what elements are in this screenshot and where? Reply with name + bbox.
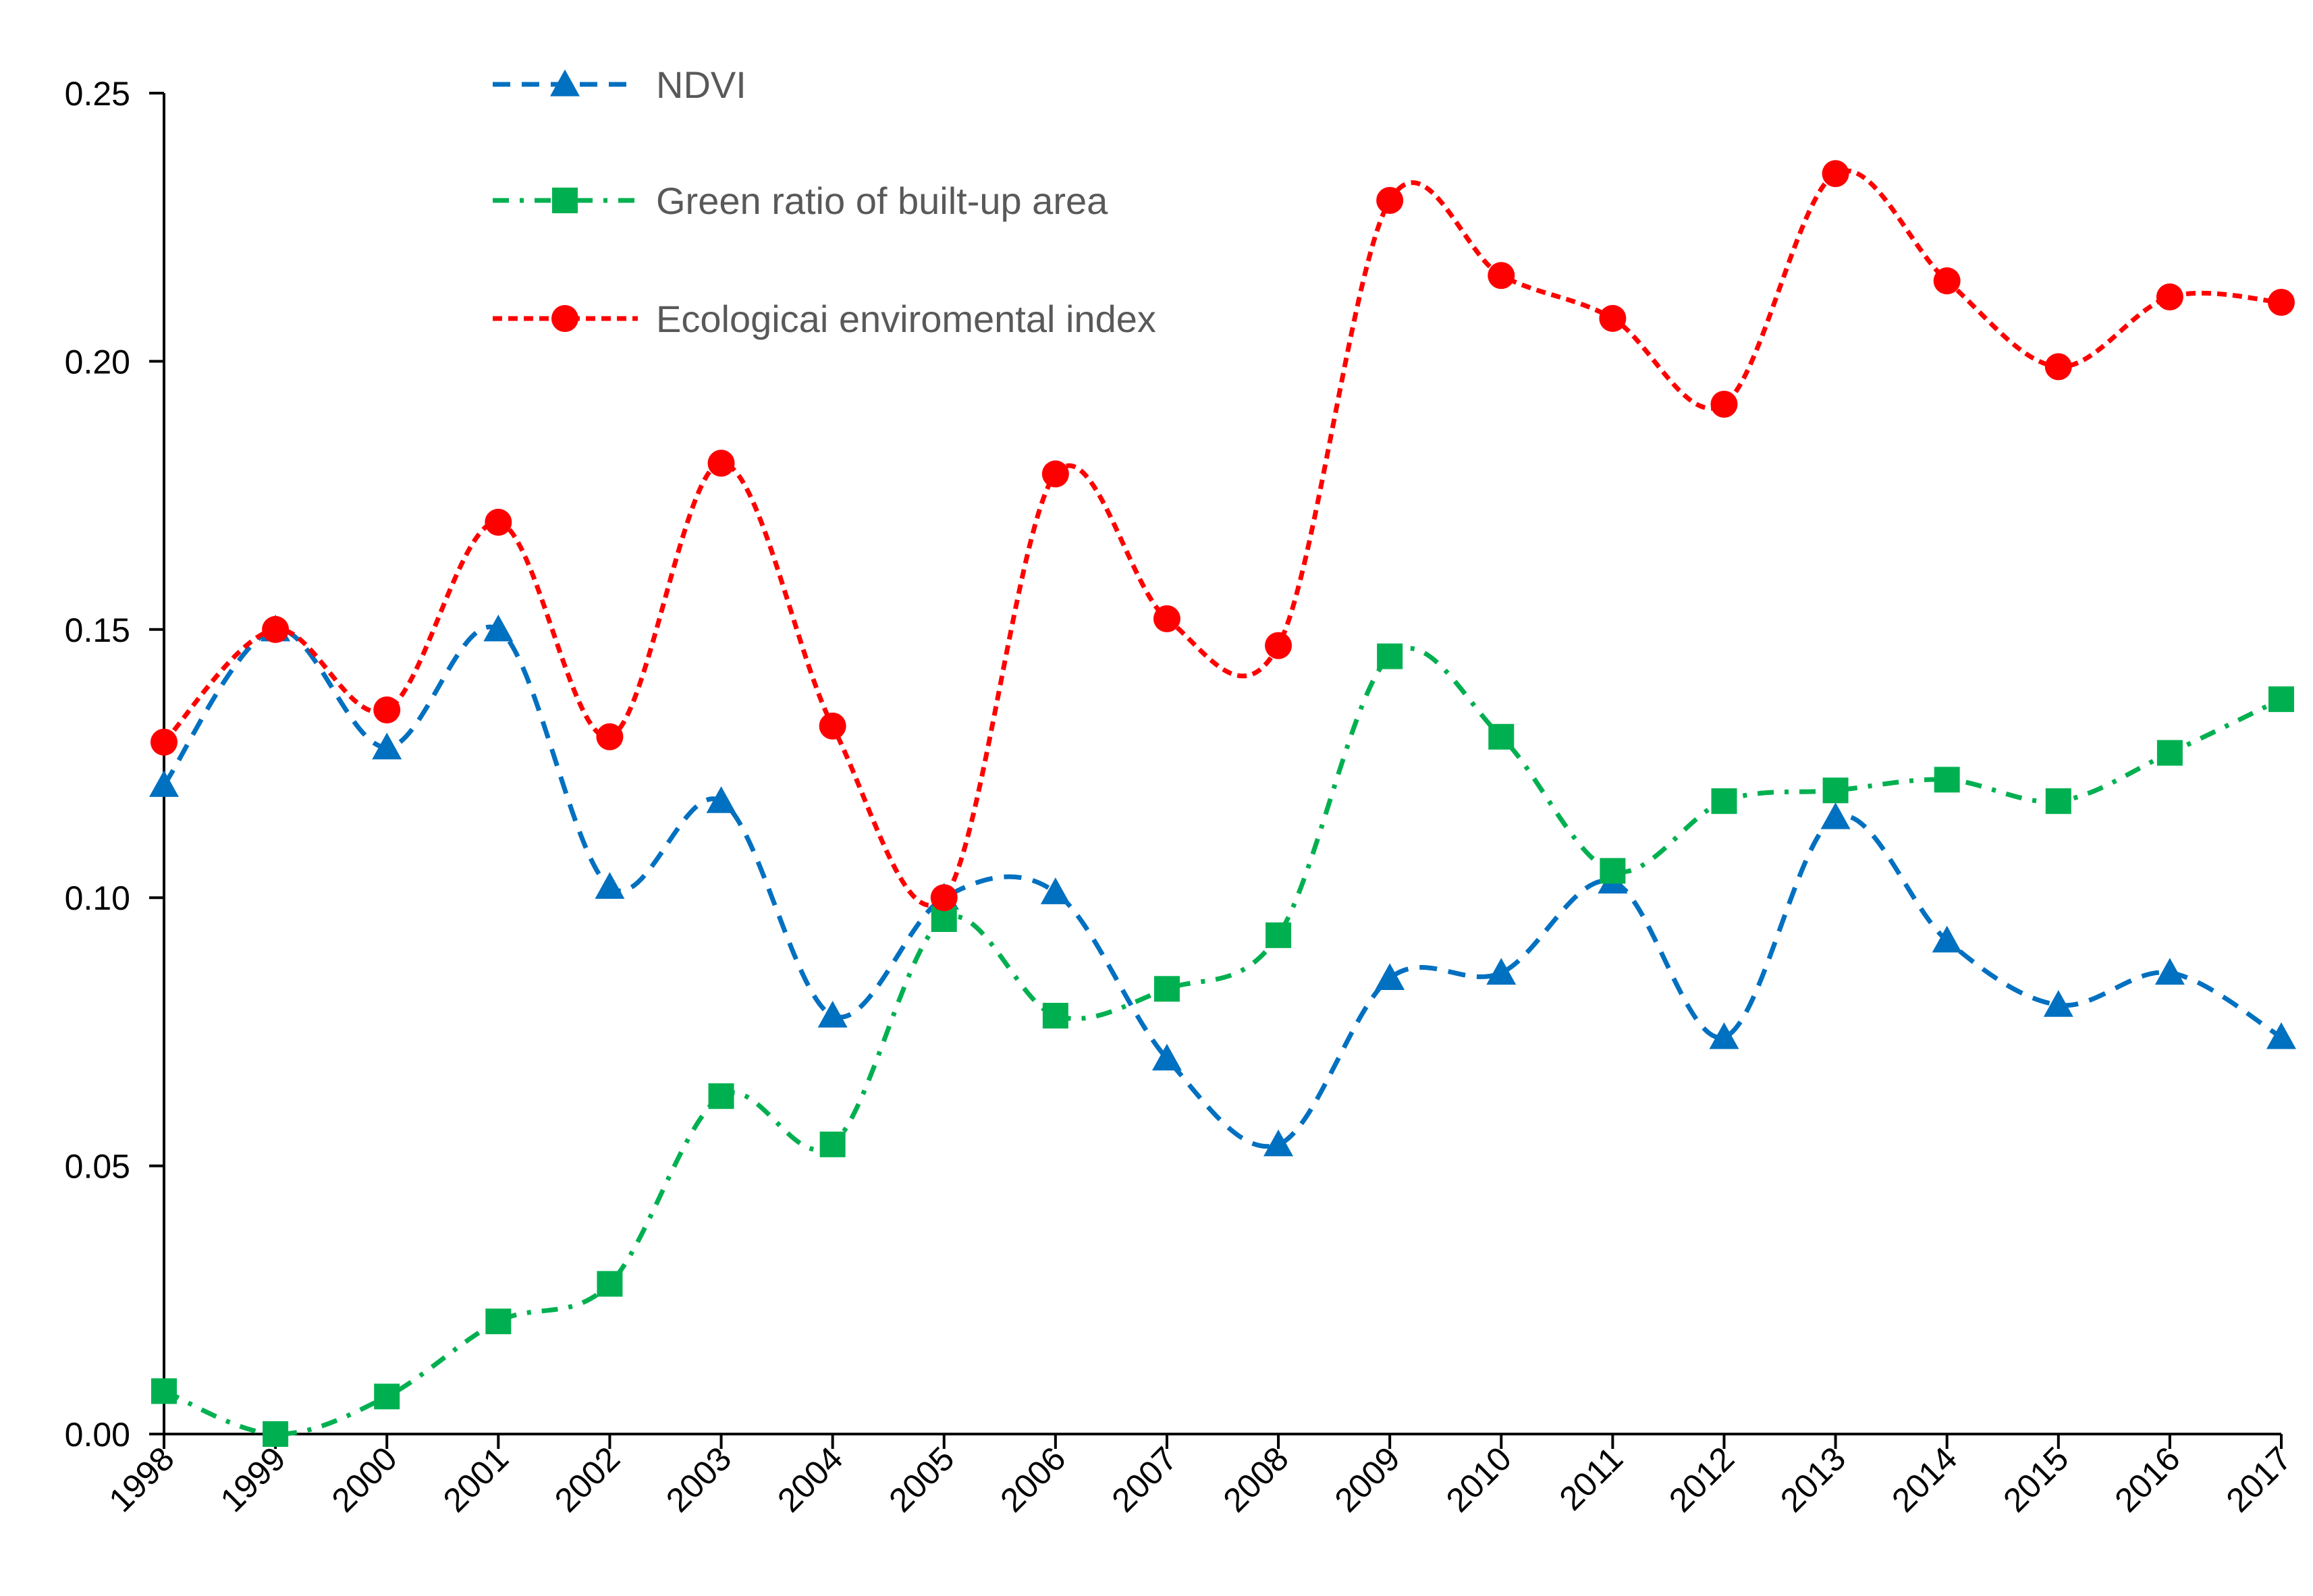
data-point-green-ratio-of-built-up-area [2268, 686, 2294, 713]
data-point-ndvi [1040, 877, 1070, 904]
y-tick-label: 0.00 [65, 1416, 130, 1454]
data-point-ndvi [483, 614, 514, 642]
x-tick-label: 2013 [1773, 1439, 1853, 1519]
data-point-green-ratio-of-built-up-area [1934, 767, 1960, 793]
data-point-ndvi [2266, 1022, 2296, 1049]
x-tick-label: 2000 [325, 1439, 404, 1519]
data-point-ndvi [2043, 990, 2073, 1017]
data-point-ecologicai-enviromental-index [1710, 390, 1738, 418]
x-tick-label: 2014 [1884, 1439, 1964, 1519]
data-point-ndvi [1375, 963, 1405, 991]
data-point-ecologicai-enviromental-index [596, 723, 624, 750]
data-point-ecologicai-enviromental-index [262, 615, 290, 643]
y-tick-label: 0.05 [65, 1148, 130, 1186]
data-point-ndvi [1486, 958, 1517, 985]
data-point-ecologicai-enviromental-index [151, 728, 178, 756]
data-point-ndvi [1820, 802, 1851, 829]
x-tick-label: 2017 [2219, 1439, 2299, 1519]
data-point-green-ratio-of-built-up-area [485, 1309, 512, 1335]
x-tick-label: 2010 [1439, 1439, 1519, 1519]
series-markers [149, 160, 2296, 1447]
data-point-ecologicai-enviromental-index [1488, 262, 1515, 290]
data-point-ecologicai-enviromental-index [1153, 605, 1180, 632]
data-point-ecologicai-enviromental-index [2268, 288, 2295, 316]
x-tick-label: 1999 [213, 1439, 293, 1519]
x-tick-label: 2002 [547, 1439, 627, 1519]
x-tick-label: 2012 [1662, 1439, 1741, 1519]
data-point-ndvi [2154, 958, 2185, 985]
x-tick-label: 2005 [881, 1439, 961, 1519]
x-tick-label: 2003 [659, 1439, 738, 1519]
data-point-ndvi [706, 786, 736, 813]
data-point-ecologicai-enviromental-index [2156, 283, 2183, 311]
legend-label-ecologicai-enviromental-index: Ecologicai enviromental index [656, 298, 1156, 340]
x-tick-label: 2015 [1996, 1439, 2075, 1519]
data-point-ecologicai-enviromental-index [1265, 632, 1292, 659]
legend-label-green-ratio-of-built-up-area: Green ratio of built-up area [656, 180, 1108, 222]
data-point-ndvi [1932, 925, 1962, 953]
data-point-green-ratio-of-built-up-area [1822, 777, 1849, 804]
x-tick-label: 2009 [1328, 1439, 1407, 1519]
data-point-ndvi [372, 732, 402, 760]
data-point-ecologicai-enviromental-index [1376, 186, 1404, 214]
data-point-ndvi [149, 770, 179, 797]
data-point-green-ratio-of-built-up-area [1153, 976, 1180, 1002]
y-tick-label: 0.25 [65, 75, 130, 113]
data-point-green-ratio-of-built-up-area [151, 1378, 177, 1404]
series-lines [162, 168, 2283, 1437]
data-point-ecologicai-enviromental-index [485, 508, 512, 536]
data-point-green-ratio-of-built-up-area [1377, 643, 1403, 669]
data-point-ecologicai-enviromental-index [2044, 353, 2072, 381]
data-point-ecologicai-enviromental-index [819, 712, 846, 740]
data-point-ecologicai-enviromental-index [1599, 304, 1627, 332]
y-tick-label: 0.15 [65, 611, 130, 649]
x-tick-label: 2016 [2107, 1439, 2187, 1519]
data-point-green-ratio-of-built-up-area [1266, 922, 1292, 948]
data-point-green-ratio-of-built-up-area [597, 1271, 623, 1297]
legend-marker-ndvi [550, 70, 580, 97]
data-point-ecologicai-enviromental-index [373, 696, 401, 724]
data-point-green-ratio-of-built-up-area [819, 1131, 846, 1157]
y-tick-label: 0.20 [65, 343, 130, 381]
data-point-ecologicai-enviromental-index [1041, 460, 1069, 488]
data-point-green-ratio-of-built-up-area [708, 1083, 734, 1109]
data-point-ndvi [1709, 1022, 1739, 1049]
x-tick-label: 2007 [1104, 1439, 1184, 1519]
legend: NDVI Green ratio of built-up area Ecologic… [493, 63, 1156, 340]
data-point-ecologicai-enviromental-index [930, 884, 958, 912]
x-tick-label: 2006 [993, 1439, 1072, 1519]
legend-marker-ecologicai-enviromental-index [551, 305, 578, 332]
series-line-ndvi [162, 624, 2283, 1149]
data-point-ecologicai-enviromental-index [707, 449, 735, 477]
x-tick-label: 2001 [436, 1439, 516, 1519]
x-tick-label: 2008 [1216, 1439, 1296, 1519]
y-tick-label: 0.10 [65, 879, 130, 917]
data-point-green-ratio-of-built-up-area [1711, 788, 1737, 815]
series-line-green-ratio-of-built-up-area [163, 646, 2283, 1437]
data-point-green-ratio-of-built-up-area [1600, 858, 1626, 884]
data-point-green-ratio-of-built-up-area [2156, 740, 2183, 766]
x-tick-label: 2004 [770, 1439, 850, 1519]
x-tick-label: 2011 [1552, 1439, 1631, 1518]
data-point-ndvi [1263, 1129, 1294, 1157]
legend-label-ndvi: NDVI [656, 63, 746, 106]
data-point-green-ratio-of-built-up-area [2045, 788, 2071, 815]
data-point-ecologicai-enviromental-index [1933, 267, 1961, 295]
series-line-ecologicai-enviromental-index [162, 168, 2282, 908]
data-point-ndvi [595, 872, 625, 899]
legend-marker-green-ratio-of-built-up-area [552, 188, 578, 213]
data-point-ndvi [1151, 1043, 1182, 1071]
data-point-green-ratio-of-built-up-area [263, 1421, 289, 1447]
data-point-green-ratio-of-built-up-area [374, 1383, 400, 1410]
data-point-green-ratio-of-built-up-area [1488, 723, 1515, 750]
data-point-ecologicai-enviromental-index [1822, 160, 1849, 188]
data-point-green-ratio-of-built-up-area [1042, 1003, 1068, 1029]
data-point-ndvi [817, 1001, 848, 1028]
